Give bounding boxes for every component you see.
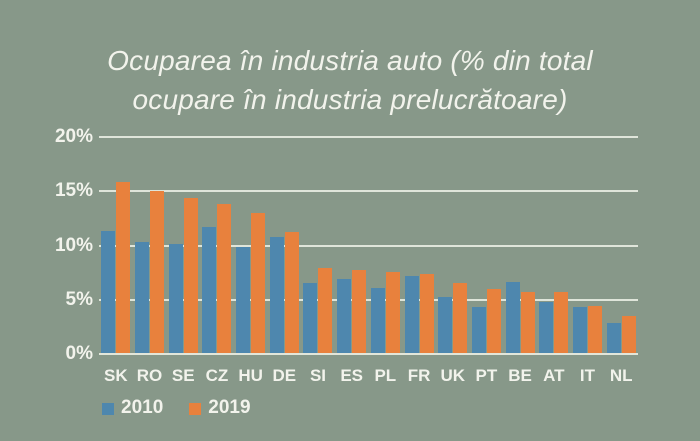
bar-2019-se (183, 197, 198, 354)
bar-group-cz: CZ (200, 137, 234, 385)
bar-2019-de (284, 232, 299, 354)
bar-2010-sk (101, 231, 116, 354)
x-label-uk: UK (440, 366, 465, 385)
legend-swatch-2019 (189, 403, 202, 415)
bar-2010-nl (606, 322, 621, 354)
y-tick-label-0: 0% (65, 343, 93, 364)
bar-2019-it (587, 306, 602, 354)
x-label-es: ES (340, 366, 363, 385)
bar-2019-pl (385, 271, 400, 354)
bar-2019-be (520, 292, 535, 354)
bar-group-it: IT (571, 137, 605, 385)
legend: 2010 2019 (102, 397, 251, 419)
x-label-it: IT (579, 366, 596, 385)
x-label-ro: RO (136, 366, 163, 385)
bar-group-uk: UK (436, 137, 470, 385)
x-label-se: SE (171, 366, 195, 385)
bars-row: SK RO SE CZ HU DE SI ES PL FR UK PT BE AT IT NL (99, 137, 638, 385)
y-tick-label-10: 10% (54, 234, 93, 256)
bar-group-be: BE (503, 137, 537, 385)
bar-group-se: SE (166, 137, 200, 385)
gridline-20 (99, 136, 638, 138)
bar-group-si: SI (301, 137, 335, 385)
gridline-15 (99, 190, 638, 193)
bar-2010-be (505, 282, 520, 354)
bar-2019-cz (217, 204, 232, 354)
bar-group-es: ES (335, 137, 369, 385)
bar-group-fr: FR (402, 137, 436, 385)
gridline-5 (99, 298, 638, 301)
chart-title: Ocuparea în industria auto (% din total … (40, 41, 660, 119)
legend-label-2019: 2019 (208, 397, 251, 418)
bar-2010-se (168, 244, 183, 354)
y-axis: 20% 15% 10% 5% 0% (0, 126, 93, 364)
legend-item-2019: 2019 (189, 397, 251, 419)
x-label-de: DE (272, 366, 297, 385)
bar-2010-uk (438, 296, 453, 354)
x-label-pt: PT (475, 366, 498, 385)
legend-swatch-2010 (102, 403, 114, 415)
bar-group-nl: NL (604, 137, 638, 385)
bar-2019-ro (150, 191, 165, 354)
bar-2010-it (572, 307, 587, 354)
legend-item-2010: 2010 (102, 397, 163, 419)
bar-2019-pt (486, 288, 501, 354)
x-label-hu: HU (238, 366, 263, 385)
bar-2019-sk (116, 181, 131, 354)
x-label-cz: CZ (205, 366, 229, 385)
bar-2010-pt (471, 307, 486, 354)
bar-2010-pl (370, 287, 385, 354)
bar-2010-hu (236, 246, 251, 354)
bar-2010-at (539, 301, 554, 354)
bar-group-de: DE (267, 137, 301, 385)
bar-2019-uk (453, 283, 468, 354)
x-label-at: AT (543, 366, 565, 385)
bar-2010-de (269, 236, 284, 354)
bar-2019-si (318, 268, 333, 354)
x-label-be: BE (508, 366, 532, 385)
bar-group-at: AT (537, 137, 571, 385)
bar-2010-si (303, 283, 318, 354)
bar-2019-at (554, 292, 569, 354)
bar-2019-fr (419, 273, 434, 354)
bar-2010-es (337, 279, 352, 354)
x-axis-line (99, 353, 638, 355)
bar-group-pt: PT (470, 137, 504, 385)
legend-label-2010: 2010 (121, 397, 164, 418)
bar-2010-cz (202, 227, 217, 354)
bar-2019-nl (621, 316, 636, 354)
y-tick-label-5: 5% (65, 288, 93, 310)
bar-2019-es (352, 270, 367, 354)
y-tick-label-15: 15% (54, 180, 93, 202)
y-tick-label-20: 20% (54, 126, 93, 147)
x-label-fr: FR (407, 366, 431, 385)
bar-group-sk: SK (99, 137, 133, 385)
bar-2019-hu (251, 212, 266, 354)
x-label-nl: NL (609, 366, 633, 385)
gridline-10 (99, 244, 638, 247)
plot-area: SK RO SE CZ HU DE SI ES PL FR UK PT BE AT IT NL (99, 136, 638, 385)
bar-group-hu: HU (234, 137, 268, 385)
x-label-sk: SK (104, 366, 128, 385)
x-label-pl: PL (374, 366, 397, 385)
bar-group-ro: RO (133, 137, 167, 385)
bar-group-pl: PL (369, 137, 403, 385)
bar-2010-ro (135, 242, 150, 354)
chart-title-line1: Ocuparea în industria auto (% din total (107, 45, 593, 76)
x-label-si: SI (309, 366, 326, 385)
bar-2010-fr (404, 275, 419, 354)
chart-title-line2: ocupare în industria prelucrătoare) (132, 84, 568, 115)
